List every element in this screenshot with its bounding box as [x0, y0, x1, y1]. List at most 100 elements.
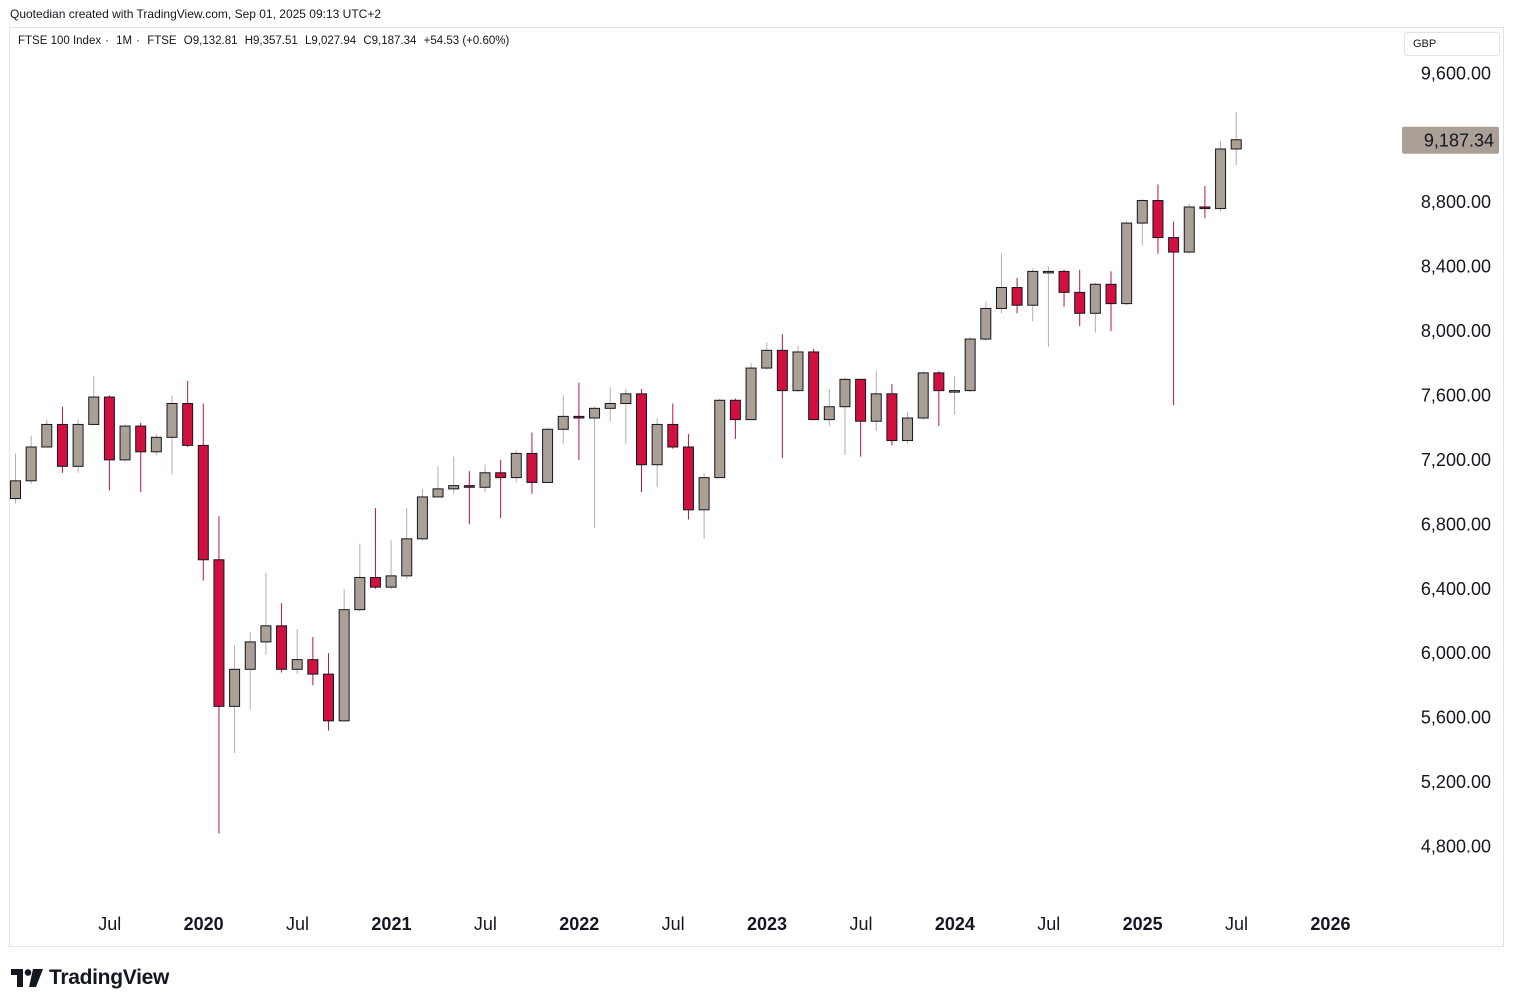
candle[interactable]	[369, 508, 381, 589]
candle[interactable]	[870, 371, 882, 431]
candle[interactable]	[72, 419, 84, 473]
candle[interactable]	[651, 418, 663, 488]
candle[interactable]	[166, 395, 178, 475]
candle[interactable]	[604, 387, 616, 422]
tradingview-logo[interactable]: TradingView	[11, 965, 169, 991]
candle-body	[448, 485, 460, 490]
candle[interactable]	[276, 603, 288, 673]
candle[interactable]	[88, 376, 100, 425]
candle[interactable]	[808, 348, 820, 421]
candle[interactable]	[573, 382, 585, 460]
candle[interactable]	[980, 302, 992, 341]
candle[interactable]	[197, 403, 209, 581]
candle[interactable]	[1121, 221, 1133, 306]
candle[interactable]	[1199, 186, 1211, 219]
candle[interactable]	[432, 466, 444, 498]
candle[interactable]	[1074, 269, 1086, 327]
candle[interactable]	[839, 377, 851, 456]
candle[interactable]	[41, 419, 53, 448]
candle[interactable]	[1136, 198, 1148, 246]
candle[interactable]	[1215, 140, 1227, 212]
candle[interactable]	[682, 434, 694, 520]
legend-open: O9,132.81	[183, 35, 238, 47]
candle-body	[463, 485, 475, 488]
candle[interactable]	[291, 629, 303, 675]
candle[interactable]	[385, 540, 397, 589]
currency-button[interactable]: GBP	[1404, 32, 1500, 56]
candle[interactable]	[416, 488, 428, 541]
candle[interactable]	[479, 464, 491, 493]
candle[interactable]	[542, 427, 554, 483]
candle[interactable]	[338, 588, 350, 722]
candle[interactable]	[495, 459, 507, 518]
candle[interactable]	[902, 411, 914, 444]
candle-body	[1105, 283, 1117, 305]
candle-body	[620, 393, 632, 405]
candle[interactable]	[1168, 221, 1180, 406]
candle[interactable]	[401, 508, 413, 580]
candle[interactable]	[1152, 184, 1164, 254]
candle[interactable]	[463, 471, 475, 525]
candle[interactable]	[667, 403, 679, 449]
candle[interactable]	[307, 637, 319, 686]
candle[interactable]	[150, 434, 162, 456]
candle-body	[119, 425, 131, 461]
candle[interactable]	[1027, 268, 1039, 322]
candle[interactable]	[557, 395, 569, 444]
candle-body	[72, 423, 84, 467]
candle[interactable]	[244, 632, 256, 710]
candle-body	[933, 372, 945, 392]
candle[interactable]	[823, 389, 835, 427]
candle[interactable]	[213, 516, 225, 834]
candle[interactable]	[526, 432, 538, 494]
candle[interactable]	[56, 406, 68, 473]
candle[interactable]	[933, 371, 945, 427]
candle[interactable]	[886, 384, 898, 446]
candle[interactable]	[620, 389, 632, 444]
candle[interactable]	[260, 572, 272, 655]
candle[interactable]	[10, 453, 21, 504]
candle[interactable]	[1089, 282, 1101, 333]
candle[interactable]	[119, 424, 131, 462]
candle-body	[495, 472, 507, 479]
candle[interactable]	[448, 456, 460, 494]
candle[interactable]	[776, 334, 788, 459]
candle[interactable]	[1058, 269, 1070, 307]
candle[interactable]	[589, 406, 601, 528]
candle[interactable]	[354, 543, 366, 612]
candle[interactable]	[1183, 203, 1195, 254]
legend-close: C9,187.34	[363, 35, 417, 47]
candle[interactable]	[182, 380, 194, 447]
candle[interactable]	[917, 371, 929, 420]
candle[interactable]	[135, 422, 147, 493]
candle[interactable]	[714, 398, 726, 479]
candle[interactable]	[949, 376, 960, 415]
candle[interactable]	[25, 435, 37, 485]
chart-frame[interactable]	[9, 27, 1504, 947]
candle[interactable]	[1042, 266, 1054, 348]
candle-body	[792, 351, 804, 392]
candle[interactable]	[636, 389, 647, 493]
candle[interactable]	[1011, 277, 1023, 314]
candle[interactable]	[1230, 111, 1242, 166]
candle[interactable]	[1105, 271, 1117, 332]
candle[interactable]	[761, 342, 773, 370]
candle[interactable]	[103, 395, 115, 491]
candle[interactable]	[323, 653, 334, 731]
candle[interactable]	[698, 472, 710, 539]
candle-body	[197, 444, 209, 561]
candle[interactable]	[792, 345, 804, 393]
candle[interactable]	[855, 378, 867, 457]
candle-body	[917, 372, 929, 419]
candle[interactable]	[729, 398, 741, 439]
candle[interactable]	[745, 363, 757, 421]
legend-symbol[interactable]: FTSE 100 Index	[18, 35, 102, 47]
candle-body	[557, 415, 569, 430]
candle[interactable]	[964, 337, 976, 393]
legend-interval[interactable]: 1M	[116, 35, 133, 47]
candle[interactable]	[995, 253, 1007, 314]
candle[interactable]	[229, 645, 241, 754]
candle[interactable]	[510, 450, 522, 483]
x-tick-label: 2020	[184, 914, 224, 934]
